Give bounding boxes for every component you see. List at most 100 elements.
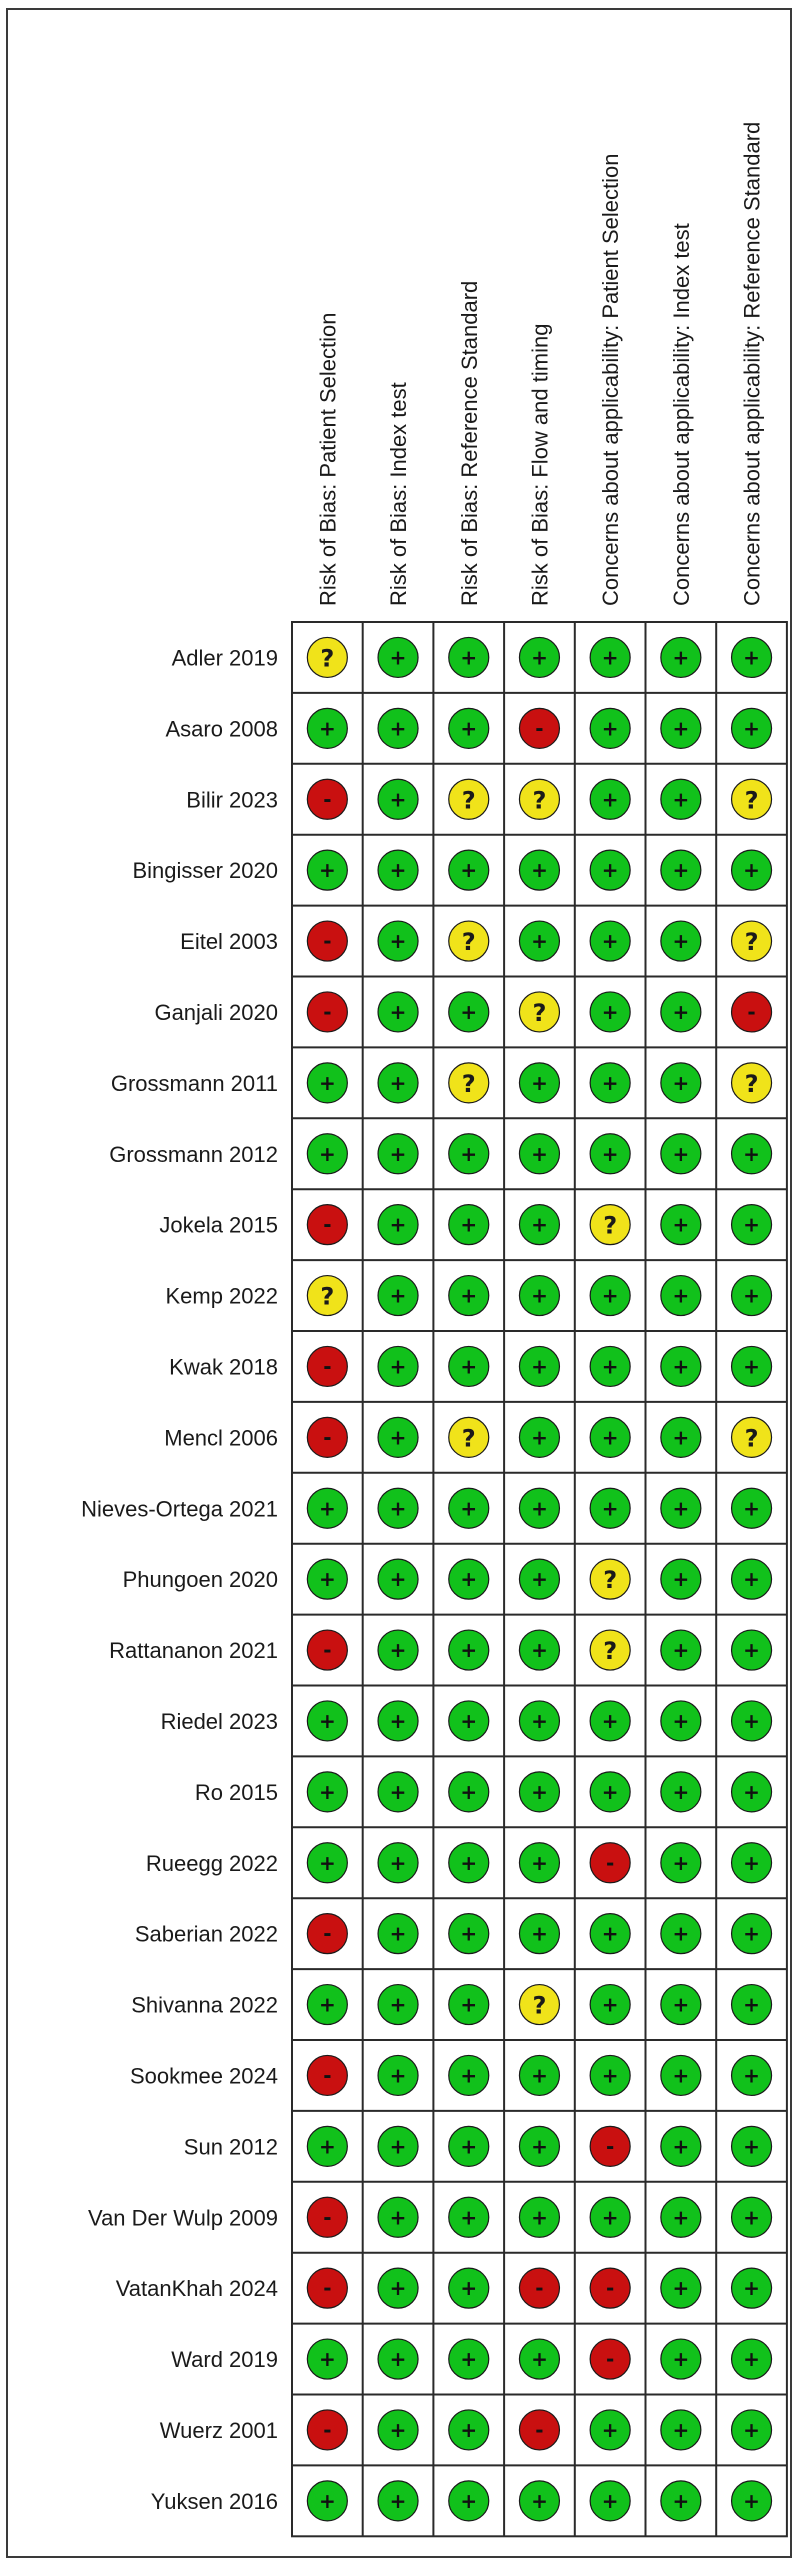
rating-circle [589,1700,631,1742]
study-label: Mencl 2006 [164,1425,278,1450]
rating-circle [377,2267,419,2309]
rating-symbol: + [743,1213,760,1237]
rating-cell: + [518,1842,561,1884]
study-label: Rattananon 2021 [109,1638,278,1663]
rating-cell: + [660,2054,702,2097]
rating-cell: + [448,1629,490,1671]
rating-cell: + [448,1913,490,1955]
rating-circle [730,1062,773,1104]
rating-cell: + [518,849,561,891]
rating-cell: + [518,2338,561,2380]
rating-cell: + [306,1700,348,1742]
rating-cell: + [730,2409,773,2451]
rating-cell: ? [518,778,561,820]
rating-cell: + [377,1983,419,2026]
rating-circle [660,2196,702,2238]
rating-circle [730,1345,773,1388]
rating-cell: - [306,920,348,962]
rating-cell: + [660,1558,702,1600]
rating-cell: + [730,1274,773,1317]
rating-circle [377,2338,419,2380]
rating-symbol: + [460,1993,477,2017]
rating-circle [306,2409,348,2451]
rating-circle [518,1062,561,1104]
rating-cell: + [730,849,773,891]
rating-cell: ? [730,778,773,820]
rating-symbol: + [319,2347,336,2371]
rating-circle [377,1842,419,1884]
rating-circle [518,2338,561,2380]
rating-circle [589,2054,631,2097]
rating-circle [377,1274,419,1317]
study-label: Wuerz 2001 [160,2418,278,2443]
rating-symbol: + [390,2418,407,2442]
rating-symbol: ? [462,1070,476,1098]
rating-cell: - [306,2196,348,2238]
rating-symbol: + [602,2205,619,2229]
rating-symbol: - [606,2276,614,2300]
rating-circle [730,1274,773,1317]
rating-circle [660,2267,702,2309]
rating-circle [589,2125,631,2167]
rating-cell: + [377,2125,419,2167]
rating-symbol: + [531,1851,548,1875]
rating-cell: + [377,1700,419,1742]
rating-symbol: + [531,1780,548,1804]
rating-circle [448,2338,490,2380]
rating-circle [306,1062,348,1104]
rating-symbol: + [390,1567,407,1591]
rating-cell: + [377,2409,419,2451]
rating-cell: + [660,2338,702,2380]
rating-symbol: + [460,1709,477,1733]
rating-cell: + [589,991,631,1033]
study-label: Rueegg 2022 [146,1851,278,1876]
rating-circle [306,1416,348,1458]
rating-cell: + [306,1558,348,1600]
rating-cell: + [518,2125,561,2167]
study-label: VatanKhah 2024 [116,2276,278,2301]
rating-symbol: + [672,929,689,953]
rating-symbol: - [606,2134,614,2158]
rating-circle [306,2125,348,2167]
rating-circle [730,2196,773,2238]
rating-cell: - [306,1204,348,1246]
rating-symbol: + [390,858,407,882]
rating-cell: + [660,2125,702,2167]
rating-symbol: + [743,858,760,882]
rating-cell: - [306,2054,348,2097]
rating-circle [306,2480,348,2522]
rating-cell: + [660,1204,702,1246]
rating-symbol: + [672,2347,689,2371]
rating-cell: - [589,2267,631,2309]
rating-symbol: + [531,645,548,669]
rating-symbol: + [743,1284,760,1308]
study-label: Nieves-Ortega 2021 [81,1496,278,1521]
rating-cell: + [518,2480,561,2522]
rating-symbol: + [602,2418,619,2442]
rating-circle [306,991,348,1033]
rating-cell: ? [730,1416,773,1458]
rating-symbol: + [460,2347,477,2371]
rating-symbol: + [319,2134,336,2158]
rating-circle [377,849,419,891]
rating-cell: - [730,991,773,1033]
rating-circle [306,2267,348,2309]
rating-symbol: + [672,787,689,811]
rating-symbol: + [743,1780,760,1804]
rating-circle [306,707,348,749]
rating-cell: + [660,1062,702,1104]
rating-circle [306,920,348,962]
rating-circle [377,1204,419,1246]
rating-cell: - [306,1629,348,1671]
rating-cell: + [589,2196,631,2238]
rating-symbol: ? [532,1992,546,2020]
rating-symbol: + [460,1567,477,1591]
rating-circle [518,636,561,679]
rating-cell: + [660,849,702,891]
rating-symbol: + [743,2347,760,2371]
rating-symbol: + [319,2489,336,2513]
rating-cell: + [306,2338,348,2380]
rating-cell: + [448,2125,490,2167]
rating-circle [660,1983,702,2026]
